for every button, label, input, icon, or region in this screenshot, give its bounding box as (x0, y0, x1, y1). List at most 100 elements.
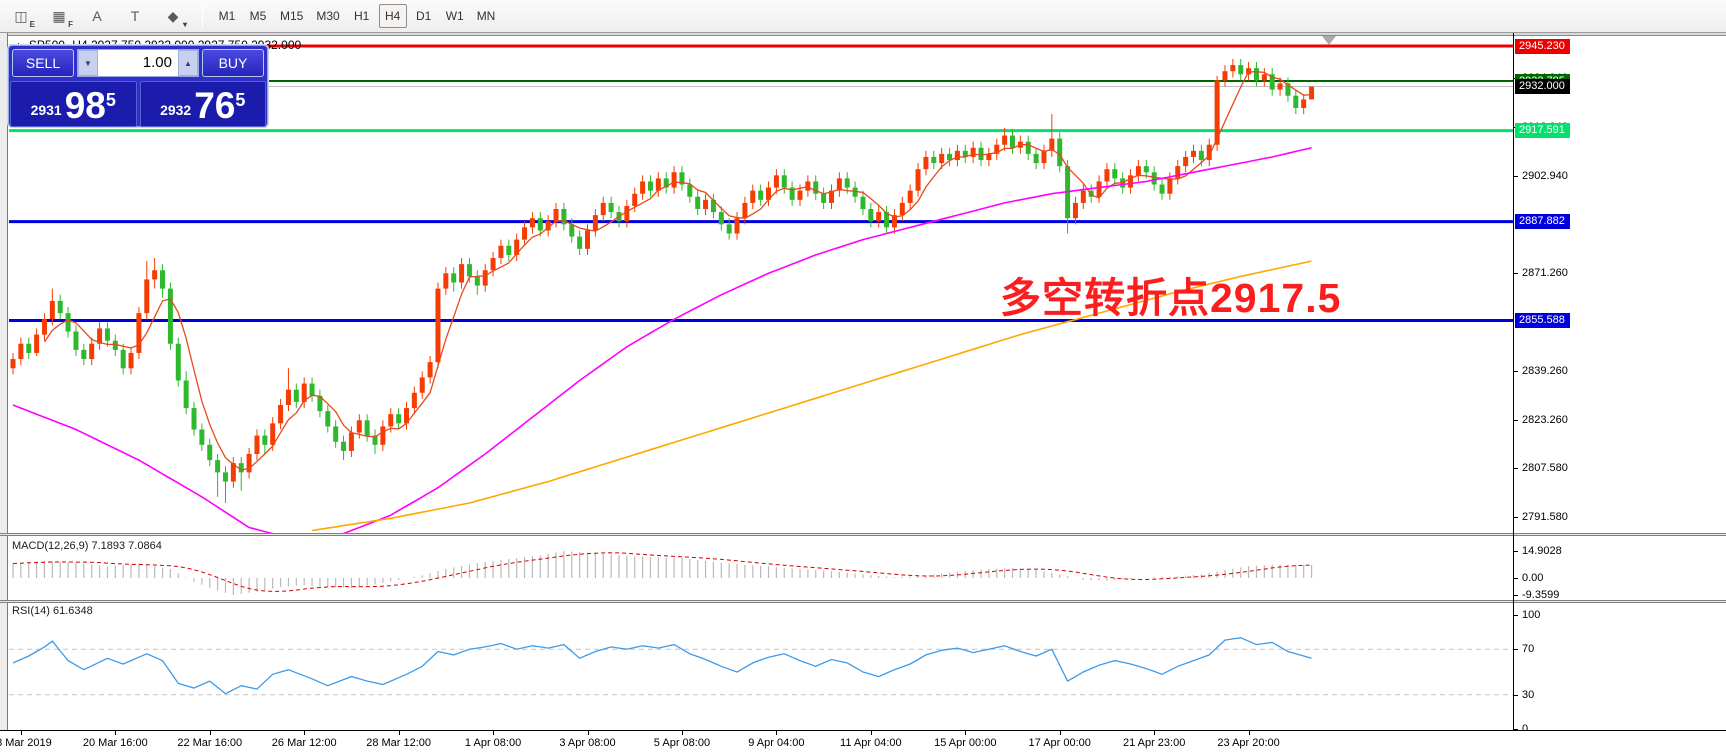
macd-indicator-canvas[interactable] (9, 539, 1513, 601)
bid-price-line-badge: 2932.000 (1515, 79, 1570, 95)
time-scale[interactable]: 18 Mar 2019 20 Mar 16:00 22 Mar 16:00 26 Ma… (0, 730, 1726, 753)
time-tick-mark (776, 731, 778, 735)
pivot-line-badge: 2917.591 (1515, 123, 1570, 139)
price-tick-2902.940: 2902.940 (1522, 169, 1568, 182)
rsi-tick-30-mark (1514, 694, 1518, 696)
ma-slow-orange (311, 260, 1312, 532)
price-scale[interactable]: 2934.9402918.9402902.9402871.2602839.260… (1514, 33, 1726, 753)
price-tick-2871.260-mark (1514, 272, 1518, 274)
template-grid-icon[interactable]: ▦ F (52, 7, 73, 30)
time-tick-mark (587, 731, 589, 735)
chart-annotation-text[interactable]: 多空转折点2917.5 (1000, 275, 1342, 321)
rsi-tick-100: 100 (1522, 609, 1541, 621)
price-tick-2871.260: 2871.260 (1522, 266, 1568, 279)
rsi-tick-0: 0 (1522, 723, 1529, 735)
timeframe-button-m30[interactable]: M30 (316, 9, 340, 23)
time-label: 15 Apr 00:00 (934, 737, 997, 749)
timeframe-button-m1[interactable]: M1 (218, 9, 236, 23)
time-label: 21 Apr 23:00 (1122, 737, 1186, 749)
toolbar-tool-icons: ◫ E ▦ F A T ◆ ▾ (6, 4, 196, 30)
one-click-trading-panel: SELL ▼ 1.00 ▲ BUY 2931 98 5 2932 76 5 (8, 45, 268, 127)
ask-prefix: 2932 (160, 102, 192, 118)
price-tick-2791.580-mark (1514, 516, 1518, 518)
price-tick-2823.260: 2823.260 (1522, 413, 1568, 426)
time-label: 5 Apr 08:00 (653, 737, 711, 749)
ma-fast-red (43, 71, 1312, 471)
text-box-icon[interactable]: T (130, 8, 140, 24)
price-tick-2807.580: 2807.580 (1522, 461, 1568, 474)
time-tick-mark (1248, 731, 1250, 735)
timeframe-button-m5[interactable]: M5 (249, 9, 267, 23)
timeframe-button-d1[interactable]: D1 (416, 9, 432, 23)
time-label: 26 Mar 12:00 (271, 737, 337, 749)
objects-arrows-icon[interactable]: ◆ ▾ (167, 7, 187, 30)
support-line-1-badge: 2887.882 (1515, 214, 1570, 230)
timeframe-button-w1[interactable]: W1 (445, 9, 464, 23)
time-tick-mark (870, 731, 872, 735)
candlesticks (10, 58, 1315, 503)
rsi-tick-0-mark (1514, 729, 1518, 730)
time-tick-mark (493, 731, 495, 735)
time-tick-mark (209, 731, 211, 735)
macd-tick-0.00-mark (1514, 578, 1518, 579)
macd-pane-resizer[interactable] (0, 533, 1726, 536)
rsi-indicator-canvas[interactable] (9, 604, 1513, 730)
volume-increase-button[interactable]: ▲ (178, 50, 198, 76)
time-tick-mark (1154, 731, 1156, 735)
time-tick-mark (304, 731, 306, 735)
timeframe-button-m15[interactable]: M15 (280, 9, 304, 23)
time-tick-mark (115, 731, 117, 735)
timeframe-button-h1[interactable]: H1 (354, 9, 370, 23)
bid-quote[interactable]: 2931 98 5 (10, 81, 137, 127)
sell-button[interactable]: SELL (12, 49, 74, 77)
support-line-2-badge: 2855.588 (1515, 313, 1570, 328)
price-tick-2902.940-mark (1514, 175, 1518, 177)
time-label: 22 Mar 16:00 (177, 737, 243, 749)
volume-input[interactable]: 1.00 (98, 50, 178, 76)
time-label: 23 Apr 20:00 (1217, 737, 1280, 749)
time-tick-mark (20, 731, 22, 735)
time-tick-mark (398, 731, 400, 735)
price-tick-2839.260: 2839.260 (1522, 364, 1568, 377)
time-tick-mark (1059, 731, 1061, 735)
macd-histogram (12, 551, 1313, 596)
timeframe-button-mn[interactable]: MN (476, 9, 496, 23)
price-tick-2823.260-mark (1514, 419, 1518, 421)
macd-tick--9.3599: -9.3599 (1522, 588, 1560, 601)
rsi-tick-100-mark (1514, 615, 1518, 616)
ma-medium-magenta (12, 147, 1312, 536)
time-tick-mark (681, 731, 683, 735)
price-chart-canvas[interactable] (9, 36, 1513, 536)
indicators-icon[interactable]: ◫ E (14, 7, 35, 30)
chart-shift-marker-icon[interactable] (1322, 36, 1336, 45)
timeframe-button-h4[interactable]: H4 (378, 4, 407, 28)
volume-decrease-button[interactable]: ▼ (78, 50, 98, 76)
ask-quote[interactable]: 2932 76 5 (139, 81, 266, 127)
macd-label: MACD(12,26,9) 7.1893 7.0864 (12, 540, 162, 552)
time-label: 17 Apr 00:00 (1028, 737, 1091, 749)
time-label: 20 Mar 16:00 (82, 737, 148, 749)
buy-button[interactable]: BUY (202, 49, 264, 77)
time-label: 3 Apr 08:00 (559, 737, 616, 749)
rsi-tick-70-mark (1514, 649, 1518, 651)
macd-tick--9.3599-mark (1514, 594, 1518, 596)
rsi-pane-resizer[interactable] (0, 600, 1726, 603)
text-label-icon[interactable]: A (92, 8, 102, 24)
price-tick-2807.580-mark (1514, 467, 1518, 469)
bid-prefix: 2931 (30, 102, 62, 118)
ask-big-digits: 76 (194, 85, 236, 126)
price-scale-border (1513, 33, 1514, 730)
time-label: 1 Apr 08:00 (464, 737, 522, 749)
chart-top-frame (0, 33, 1726, 36)
time-label: 28 Mar 12:00 (366, 737, 432, 749)
chart-window: ▲ SP500-,H4 2927.750 2932.000 2927.750 2… (0, 33, 1726, 753)
time-label: 18 Mar 2019 (0, 737, 52, 749)
time-label: 11 Apr 04:00 (840, 737, 902, 749)
ask-pip-digit: 5 (235, 90, 246, 110)
bid-pip-digit: 5 (105, 90, 116, 110)
time-label: 9 Apr 04:00 (748, 737, 805, 749)
rsi-line (12, 637, 1312, 695)
macd-tick-0.00: 0.00 (1522, 572, 1544, 584)
timeframe-buttons: M1 M5 M15 M30 H1 H4 D1 W1 MN (213, 4, 503, 28)
rsi-tick-70: 70 (1522, 643, 1535, 656)
